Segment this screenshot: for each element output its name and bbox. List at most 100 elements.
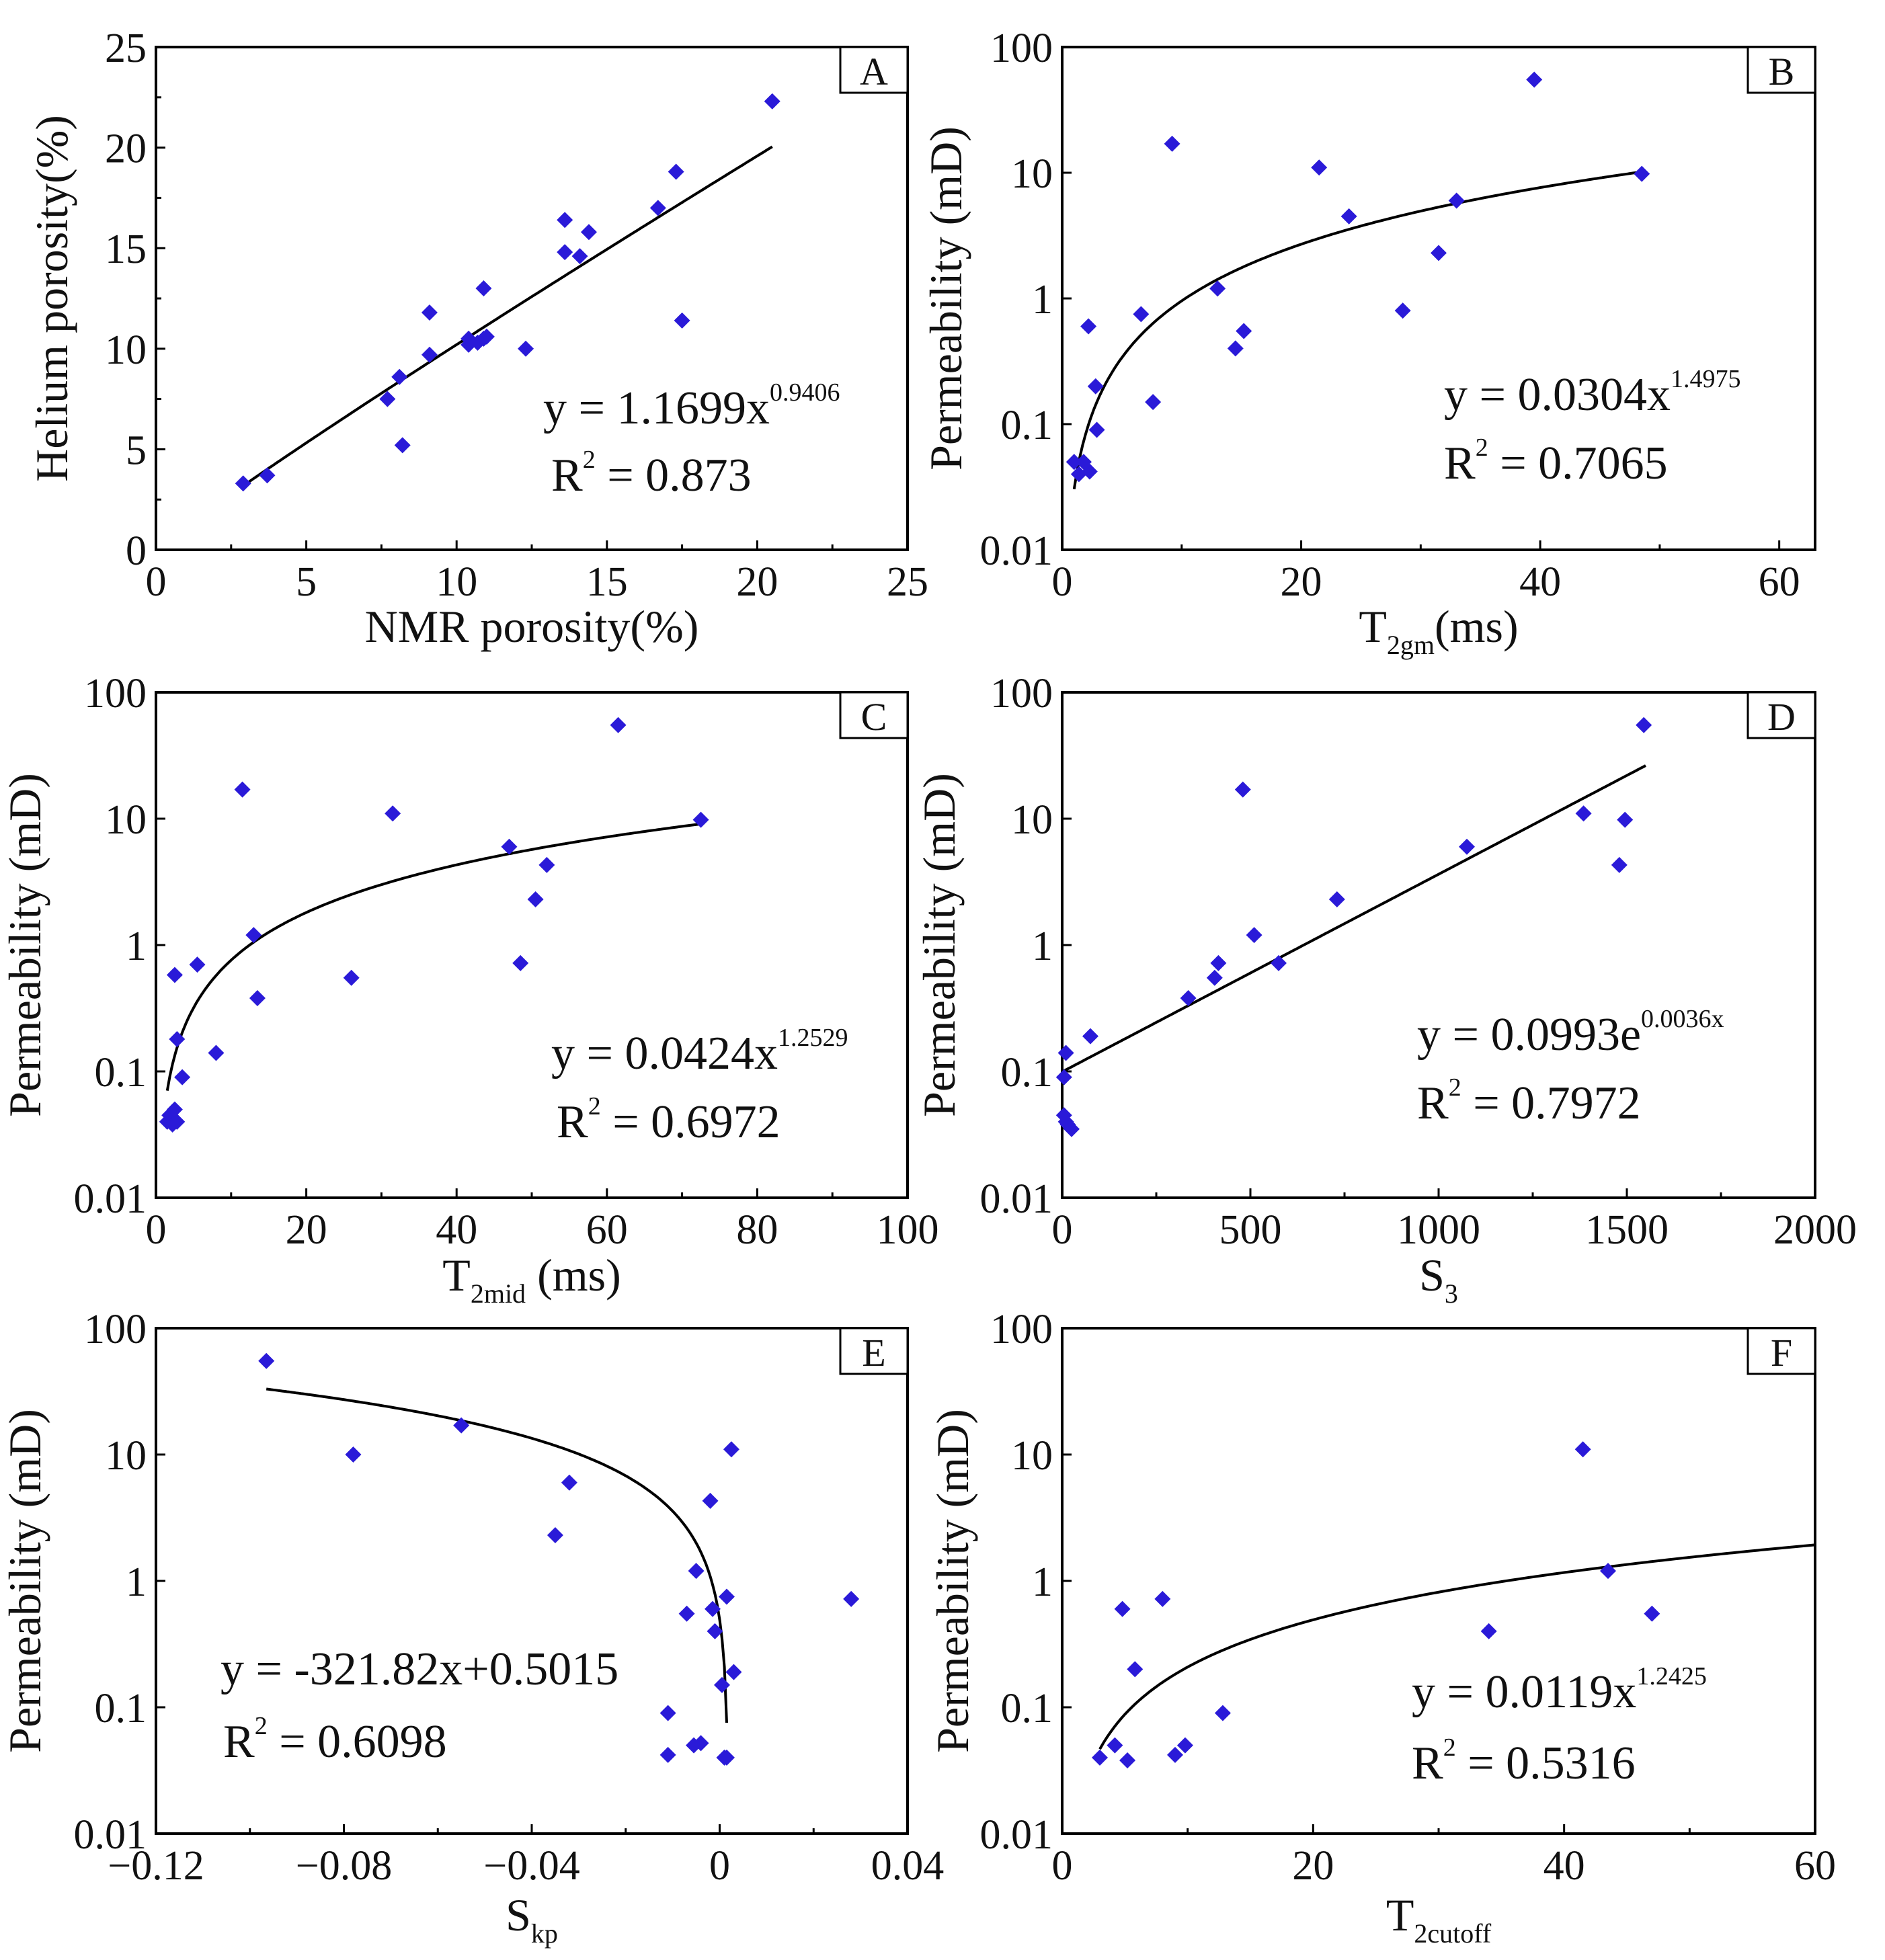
y-tick-label: 1: [126, 924, 147, 969]
fit-curve: [266, 1387, 728, 1723]
x-tick-label: 1500: [1585, 1207, 1669, 1253]
data-point: [475, 280, 492, 297]
fit-equation: y = 0.0424x1.2529: [551, 1024, 848, 1079]
data-point: [394, 437, 411, 454]
data-point: [1311, 159, 1328, 176]
data-point: [707, 1623, 723, 1639]
data-point: [1092, 1749, 1108, 1766]
data-point: [1526, 71, 1543, 88]
data-point: [1214, 1705, 1231, 1721]
y-tick-label: 10: [1011, 1433, 1053, 1479]
fit-equation: y = 1.1699x0.9406: [543, 378, 840, 434]
panel-letter-box: [1747, 691, 1816, 739]
data-point: [512, 954, 529, 971]
data-point: [385, 805, 401, 822]
fit-curve: [1063, 764, 1646, 1072]
y-axis-title: Permeability (mD): [927, 1409, 978, 1753]
x-tick-label: 20: [1292, 1843, 1334, 1889]
data-point: [1164, 135, 1180, 152]
data-point: [1206, 969, 1223, 986]
y-tick-label: 0.01: [980, 1812, 1053, 1858]
x-tick-label: 20: [1281, 559, 1322, 605]
fit-equation: y = 0.0993e0.0036x: [1417, 1005, 1724, 1061]
data-point: [478, 328, 495, 345]
data-point: [345, 1446, 362, 1463]
data-point: [1114, 1600, 1131, 1617]
data-point: [1082, 1028, 1098, 1045]
data-point: [1081, 463, 1098, 480]
data-point: [1057, 1045, 1074, 1061]
data-point: [1459, 838, 1475, 855]
data-point: [1634, 165, 1650, 182]
data-point: [659, 1746, 676, 1763]
data-point: [166, 1101, 183, 1118]
y-axis-title: Permeability (mD): [0, 773, 50, 1117]
data-point: [1227, 340, 1244, 357]
panel-letter: F: [1771, 1331, 1792, 1375]
x-tick-label: 10: [436, 559, 477, 605]
x-axis-title: S3: [1419, 1250, 1458, 1309]
data-point: [1176, 1737, 1193, 1754]
data-point: [580, 224, 597, 241]
data-point: [174, 1069, 191, 1086]
y-tick-label: 100: [84, 1307, 147, 1352]
panel-e: E −0.12 −0.08 −0.04 0 0.04 0.01 0.1 1 10 100 Permea…: [0, 1307, 944, 1949]
data-point: [501, 838, 518, 855]
x-axis-title: T2mid (ms): [442, 1250, 620, 1309]
data-point: [234, 781, 251, 798]
y-tick-label: 0: [126, 528, 147, 574]
x-tick-label: 0: [1052, 559, 1073, 605]
data-point: [1070, 466, 1087, 483]
y-tick-label: 1: [1032, 1559, 1053, 1605]
data-point: [1246, 927, 1262, 944]
x-axis-title: NMR porosity(%): [365, 601, 699, 652]
data-point: [1119, 1752, 1136, 1769]
data-point: [723, 1441, 739, 1458]
data-point: [1145, 394, 1162, 411]
x-tick-label: 60: [586, 1207, 628, 1253]
data-point: [258, 1352, 275, 1369]
data-point: [659, 1705, 676, 1721]
y-axis-title: Permeability (mD): [914, 773, 965, 1117]
data-point: [169, 1113, 186, 1130]
data-point: [379, 391, 396, 407]
r-squared: R2 = 0.6098: [223, 1712, 447, 1768]
data-point: [1127, 1661, 1144, 1678]
y-tick-label: 0.1: [1001, 403, 1053, 448]
y-tick-label: 0.01: [980, 528, 1053, 574]
y-tick-label: 0.01: [74, 1812, 147, 1858]
x-tick-label: 25: [887, 559, 928, 605]
panel-letter-box: [839, 1327, 909, 1375]
panel-letter-box: [839, 46, 909, 94]
x-tick-label: 80: [736, 1207, 778, 1253]
x-tick-label: 0.04: [871, 1843, 945, 1889]
x-tick-label: 40: [1519, 559, 1561, 605]
data-point: [245, 927, 262, 944]
data-point: [1574, 1441, 1591, 1458]
y-tick-label: 0.1: [95, 1050, 147, 1096]
y-tick-label: 10: [105, 797, 147, 843]
data-point: [1209, 280, 1226, 297]
fit-equation: y = 0.0119x1.2425: [1412, 1662, 1707, 1718]
data-point: [702, 1492, 719, 1509]
data-point: [1600, 1563, 1616, 1580]
y-tick-label: 0.1: [1001, 1686, 1053, 1731]
fit-curve: [1098, 1543, 1816, 1750]
data-point: [843, 1590, 860, 1607]
panel-a: A 0 5 10 15 20 25 0 5 10 15 20 25 Helium porosity(%) N…: [26, 26, 928, 652]
x-tick-label: 20: [286, 1207, 327, 1253]
data-point: [692, 811, 709, 828]
y-tick-label: 10: [1011, 797, 1053, 843]
data-point: [391, 368, 408, 385]
data-point: [453, 1417, 470, 1434]
data-point: [1180, 990, 1197, 1007]
data-point: [705, 1600, 721, 1617]
x-axis-title: Skp: [506, 1889, 558, 1949]
x-tick-label: 40: [436, 1207, 477, 1253]
panel-letter: A: [860, 50, 888, 93]
y-tick-label: 0.1: [95, 1686, 147, 1731]
panel-letter-box: [1747, 46, 1816, 94]
y-tick-label: 0.01: [980, 1176, 1053, 1222]
data-point: [688, 1563, 705, 1580]
